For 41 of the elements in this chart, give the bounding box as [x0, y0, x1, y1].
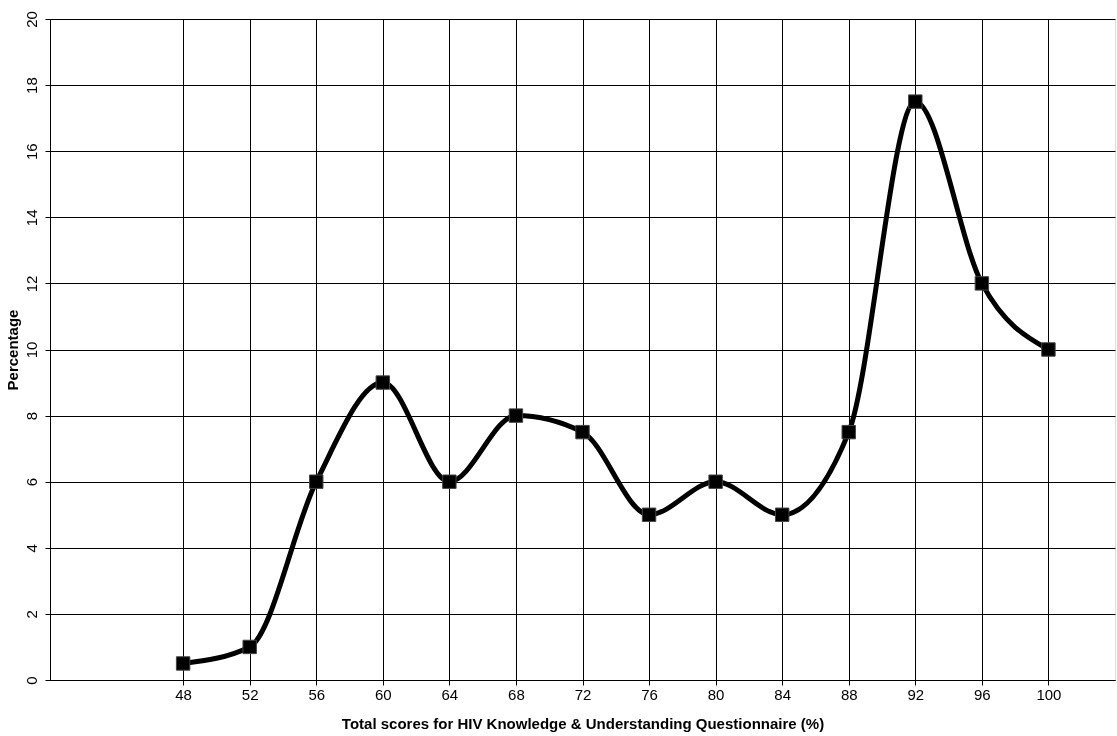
x-tick-label: 60	[374, 685, 392, 703]
y-tick-label: 2	[22, 610, 40, 619]
x-tick-label: 92	[907, 685, 925, 703]
x-tick-label: 56	[308, 685, 326, 703]
point	[309, 474, 324, 489]
x-tick-label: 84	[774, 685, 792, 703]
point	[442, 474, 457, 489]
y-tick-label: 6	[22, 478, 40, 487]
x-tick-label: 80	[707, 685, 725, 703]
x-tick-label: 48	[175, 685, 192, 703]
point	[841, 424, 856, 440]
x-tick-label: 96	[974, 685, 991, 703]
x-axis-title: Total scores for HIV Knowledge & Understanding Questionnaire (%)	[341, 714, 825, 732]
point	[575, 424, 590, 440]
point	[774, 507, 790, 522]
y-tick-label: 8	[22, 411, 40, 421]
point	[175, 656, 191, 671]
x-tick-label: 72	[574, 685, 592, 703]
x-tick-label: 68	[508, 685, 525, 703]
y-tick-label: 18	[22, 77, 40, 94]
x-tick-label: 100	[1036, 685, 1062, 703]
point	[641, 507, 657, 522]
point	[974, 276, 990, 291]
point	[908, 94, 923, 109]
y-tick-label: 20	[22, 11, 40, 28]
y-tick-label: 16	[22, 143, 40, 161]
y-tick-label: 0	[22, 676, 40, 685]
point	[242, 639, 257, 655]
x-tick-label: 88	[840, 685, 858, 703]
point	[508, 408, 524, 423]
x-tick-label: 52	[241, 685, 259, 703]
point	[708, 474, 723, 489]
y-tick-label: 12	[22, 275, 40, 293]
y-axis-title: Percentage	[3, 309, 21, 391]
y-tick-label: 10	[22, 341, 40, 359]
y-tick-label: 14	[22, 209, 40, 227]
x-tick-label: 76	[641, 685, 658, 703]
x-tick-label: 64	[441, 685, 459, 703]
y-tick-label: 4	[22, 544, 40, 553]
point	[375, 375, 391, 390]
point	[1041, 342, 1056, 357]
